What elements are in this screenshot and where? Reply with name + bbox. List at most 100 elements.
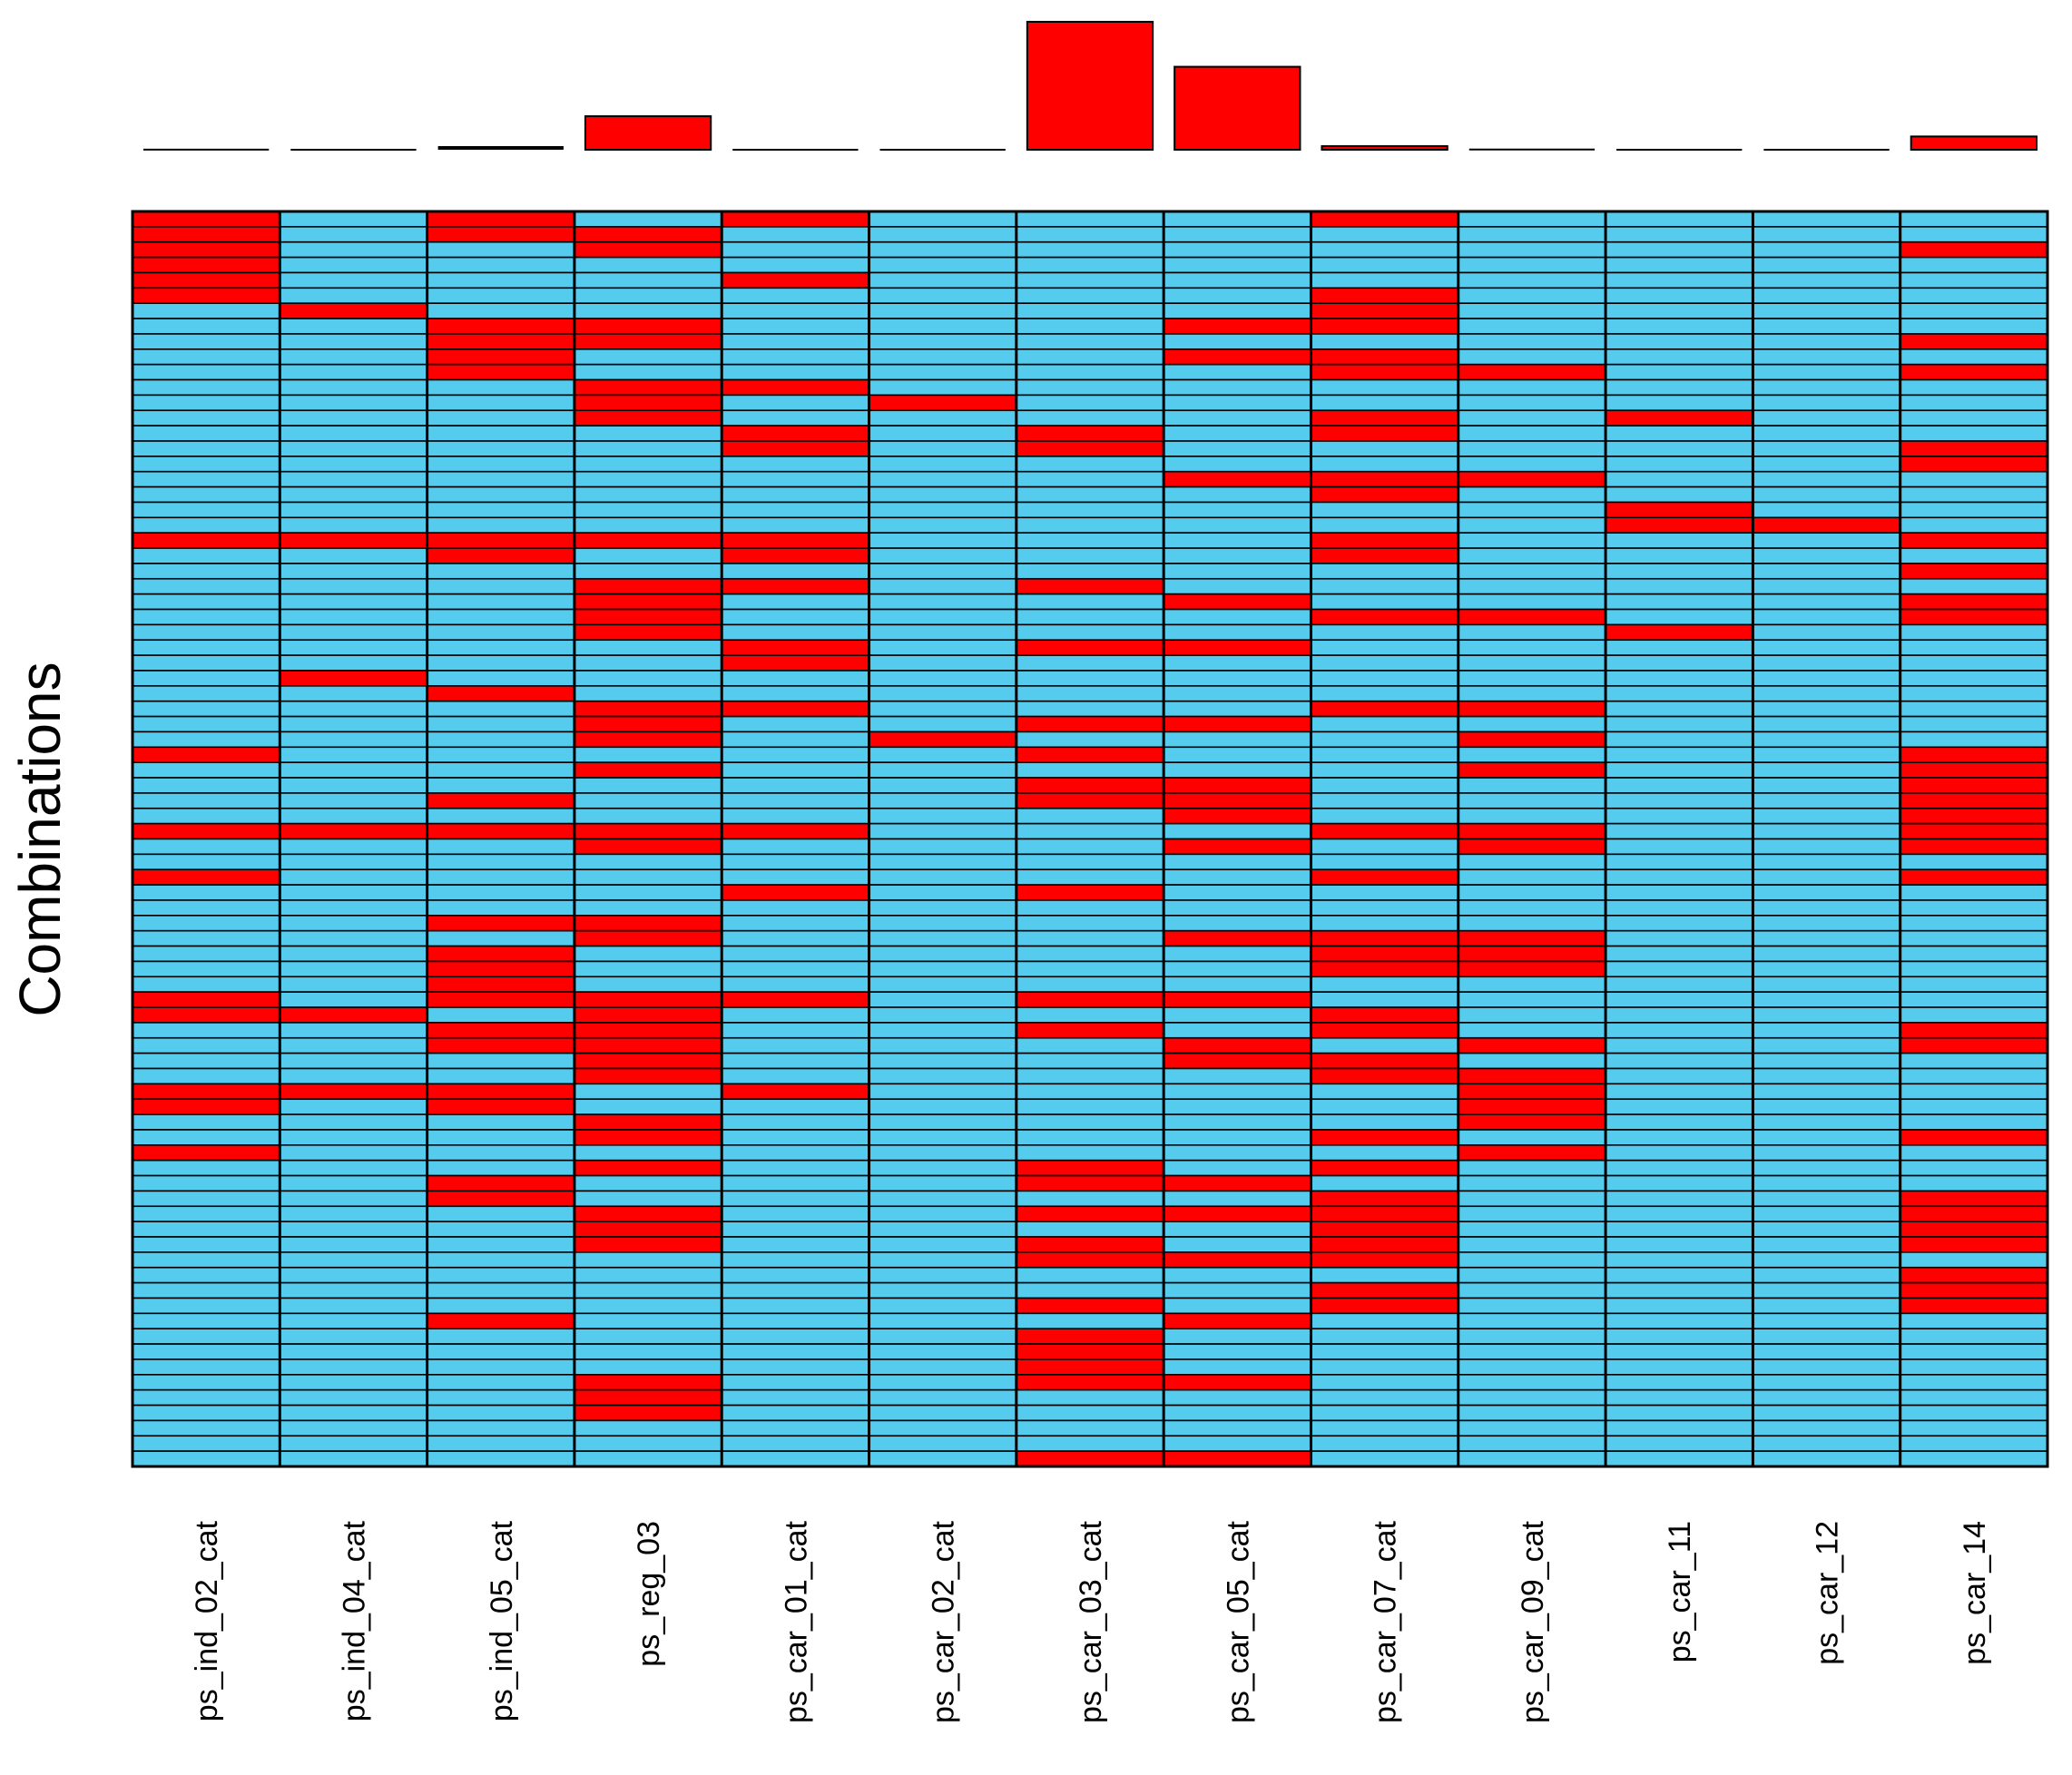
cell-ps_car_09_cat-10 [1457, 363, 1606, 381]
cell-ps_car_12-8 [1752, 333, 1901, 350]
cell-ps_car_05_cat-1 [1163, 226, 1312, 243]
cell-ps_car_03_cat-22 [1016, 547, 1164, 564]
cell-ps_car_02_cat-38 [868, 792, 1017, 809]
cell-ps_car_09_cat-17 [1457, 470, 1606, 488]
cell-ps_car_09_cat-4 [1457, 271, 1606, 289]
cell-ps_car_03_cat-28 [1016, 639, 1164, 656]
cell-ps_car_05_cat-67 [1163, 1236, 1312, 1253]
cell-ps_ind_05_cat-14 [426, 425, 575, 442]
cell-ps_car_01_cat-42 [721, 853, 870, 871]
cell-ps_car_14-2 [1899, 240, 2048, 259]
cell-ps_car_11-57 [1605, 1083, 1754, 1101]
cell-ps_reg_03-77 [574, 1388, 723, 1407]
cell-ps_ind_02_cat-74 [132, 1343, 281, 1360]
cell-ps_car_12-67 [1752, 1236, 1901, 1253]
cell-ps_car_03_cat-46 [1016, 915, 1164, 932]
cell-ps_car_11-17 [1605, 470, 1754, 488]
cell-ps_reg_03-10 [574, 363, 723, 381]
cell-ps_car_14-24 [1899, 577, 2048, 595]
cell-ps_car_07_cat-37 [1310, 777, 1459, 794]
cell-ps_car_11-30 [1605, 670, 1754, 687]
cell-ps_car_09_cat-15 [1457, 440, 1606, 457]
cell-ps_ind_05_cat-0 [426, 211, 575, 228]
cell-ps_reg_03-57 [574, 1083, 723, 1101]
cell-ps_reg_03-76 [574, 1374, 723, 1391]
cell-ps_car_12-66 [1752, 1221, 1901, 1238]
cell-ps_ind_04_cat-52 [279, 1006, 428, 1024]
cell-ps_car_12-52 [1752, 1006, 1901, 1024]
cell-ps_ind_05_cat-63 [426, 1174, 575, 1192]
cell-ps_car_12-49 [1752, 960, 1901, 978]
cell-ps_car_07_cat-1 [1310, 226, 1459, 243]
cell-ps_ind_05_cat-17 [426, 470, 575, 488]
cell-ps_car_02_cat-73 [868, 1328, 1017, 1345]
cell-ps_ind_04_cat-60 [279, 1129, 428, 1146]
cell-ps_car_07_cat-70 [1310, 1281, 1459, 1299]
cell-ps_car_02_cat-44 [868, 884, 1017, 901]
cell-ps_reg_03-18 [574, 485, 723, 504]
cell-ps_car_12-54 [1752, 1036, 1901, 1054]
cell-ps_ind_04_cat-50 [279, 976, 428, 993]
cell-ps_car_09_cat-63 [1457, 1174, 1606, 1192]
cell-ps_reg_03-8 [574, 333, 723, 350]
cell-ps_ind_05_cat-2 [426, 240, 575, 259]
cell-ps_car_02_cat-57 [868, 1083, 1017, 1101]
cell-ps_car_01_cat-18 [721, 485, 870, 504]
cell-ps_car_05_cat-47 [1163, 929, 1312, 947]
cell-ps_reg_03-23 [574, 563, 723, 580]
cell-ps_car_11-65 [1605, 1205, 1754, 1222]
cell-ps_car_07_cat-39 [1310, 807, 1459, 825]
cell-ps_car_03_cat-65 [1016, 1205, 1164, 1222]
cell-ps_car_07_cat-16 [1310, 456, 1459, 473]
cell-ps_ind_04_cat-14 [279, 425, 428, 442]
cell-ps_ind_04_cat-44 [279, 884, 428, 901]
cell-ps_car_12-72 [1752, 1312, 1901, 1330]
cell-ps_car_02_cat-19 [868, 501, 1017, 519]
cell-ps_ind_05_cat-18 [426, 485, 575, 504]
grid-frame [131, 210, 2049, 1468]
cell-ps_car_14-58 [1899, 1098, 2048, 1115]
cell-ps_ind_02_cat-27 [132, 623, 281, 642]
cell-ps_car_12-75 [1752, 1358, 1901, 1376]
cell-ps_ind_05_cat-4 [426, 271, 575, 289]
cell-ps_car_09_cat-20 [1457, 516, 1606, 534]
cell-ps_car_05_cat-3 [1163, 256, 1312, 274]
cell-ps_car_02_cat-3 [868, 256, 1017, 274]
cell-ps_car_07_cat-60 [1310, 1129, 1459, 1146]
cell-ps_car_05_cat-5 [1163, 287, 1312, 304]
cell-ps_car_03_cat-63 [1016, 1174, 1164, 1192]
cell-ps_car_12-51 [1752, 991, 1901, 1008]
cell-ps_car_05_cat-60 [1163, 1129, 1312, 1146]
cell-ps_ind_04_cat-64 [279, 1190, 428, 1208]
cell-ps_reg_03-80 [574, 1435, 723, 1452]
cell-ps_reg_03-66 [574, 1221, 723, 1238]
cell-ps_car_07_cat-43 [1310, 868, 1459, 886]
cell-ps_car_01_cat-71 [721, 1297, 870, 1315]
cell-ps_car_01_cat-53 [721, 1022, 870, 1039]
cell-ps_car_07_cat-18 [1310, 485, 1459, 504]
cell-ps_reg_03-43 [574, 868, 723, 886]
cell-ps_car_02_cat-29 [868, 654, 1017, 672]
cell-ps_ind_05_cat-34 [426, 731, 575, 749]
cell-ps_car_07_cat-33 [1310, 715, 1459, 733]
cell-ps_ind_02_cat-14 [132, 425, 281, 442]
cell-ps_car_05_cat-69 [1163, 1266, 1312, 1284]
cell-ps_reg_03-47 [574, 929, 723, 947]
cell-ps_car_05_cat-44 [1163, 884, 1312, 901]
cell-ps_car_07_cat-72 [1310, 1312, 1459, 1330]
cell-ps_car_09_cat-0 [1457, 211, 1606, 228]
cell-ps_car_03_cat-61 [1016, 1144, 1164, 1162]
cell-ps_car_11-34 [1605, 731, 1754, 749]
cell-ps_car_14-27 [1899, 623, 2048, 642]
cell-ps_car_11-32 [1605, 700, 1754, 718]
cell-ps_ind_05_cat-71 [426, 1297, 575, 1315]
cell-ps_car_03_cat-19 [1016, 501, 1164, 519]
cell-ps_reg_03-64 [574, 1190, 723, 1208]
cell-ps_car_12-5 [1752, 287, 1901, 304]
cell-ps_ind_02_cat-51 [132, 991, 281, 1008]
cell-ps_car_11-3 [1605, 256, 1754, 274]
cell-ps_car_09_cat-42 [1457, 853, 1606, 871]
cell-ps_ind_05_cat-68 [426, 1251, 575, 1269]
cell-ps_car_07_cat-6 [1310, 302, 1459, 319]
cell-ps_car_01_cat-1 [721, 226, 870, 243]
